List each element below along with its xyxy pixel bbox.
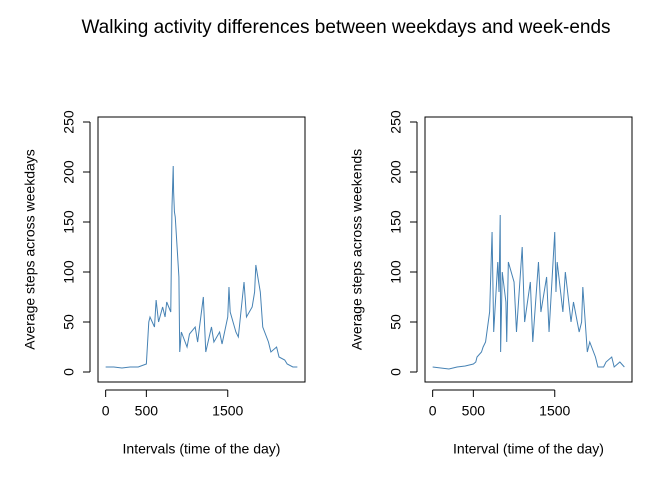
y-axis-label: Average steps across weekends bbox=[349, 149, 365, 350]
x-axis-label: Interval (time of the day) bbox=[453, 441, 604, 457]
x-tick-label: 500 bbox=[462, 403, 486, 419]
y-tick-label: 0 bbox=[61, 368, 77, 376]
y-tick-label: 150 bbox=[388, 210, 404, 234]
x-tick-label: 1500 bbox=[539, 403, 570, 419]
y-tick-label: 250 bbox=[61, 110, 77, 134]
data-line bbox=[432, 214, 625, 370]
y-tick-label: 50 bbox=[388, 314, 404, 330]
plot-box bbox=[424, 116, 633, 383]
x-tick-label: 0 bbox=[102, 403, 110, 419]
y-tick-label: 150 bbox=[61, 210, 77, 234]
data-line bbox=[105, 165, 298, 369]
x-axis-label: Intervals (time of the day) bbox=[123, 441, 281, 457]
plot-box bbox=[97, 116, 306, 383]
y-tick-label: 50 bbox=[61, 314, 77, 330]
y-axis-label: Average steps across weekdays bbox=[22, 149, 38, 350]
y-tick-label: 0 bbox=[388, 368, 404, 376]
figure-title: Walking activity differences between wee… bbox=[81, 17, 610, 38]
y-tick-label: 200 bbox=[388, 160, 404, 184]
y-tick-label: 250 bbox=[388, 110, 404, 134]
y-tick-label: 100 bbox=[388, 260, 404, 284]
x-tick-label: 1500 bbox=[212, 403, 243, 419]
x-tick-label: 500 bbox=[135, 403, 159, 419]
x-tick-label: 0 bbox=[429, 403, 437, 419]
y-tick-label: 200 bbox=[61, 160, 77, 184]
y-tick-label: 100 bbox=[61, 260, 77, 284]
